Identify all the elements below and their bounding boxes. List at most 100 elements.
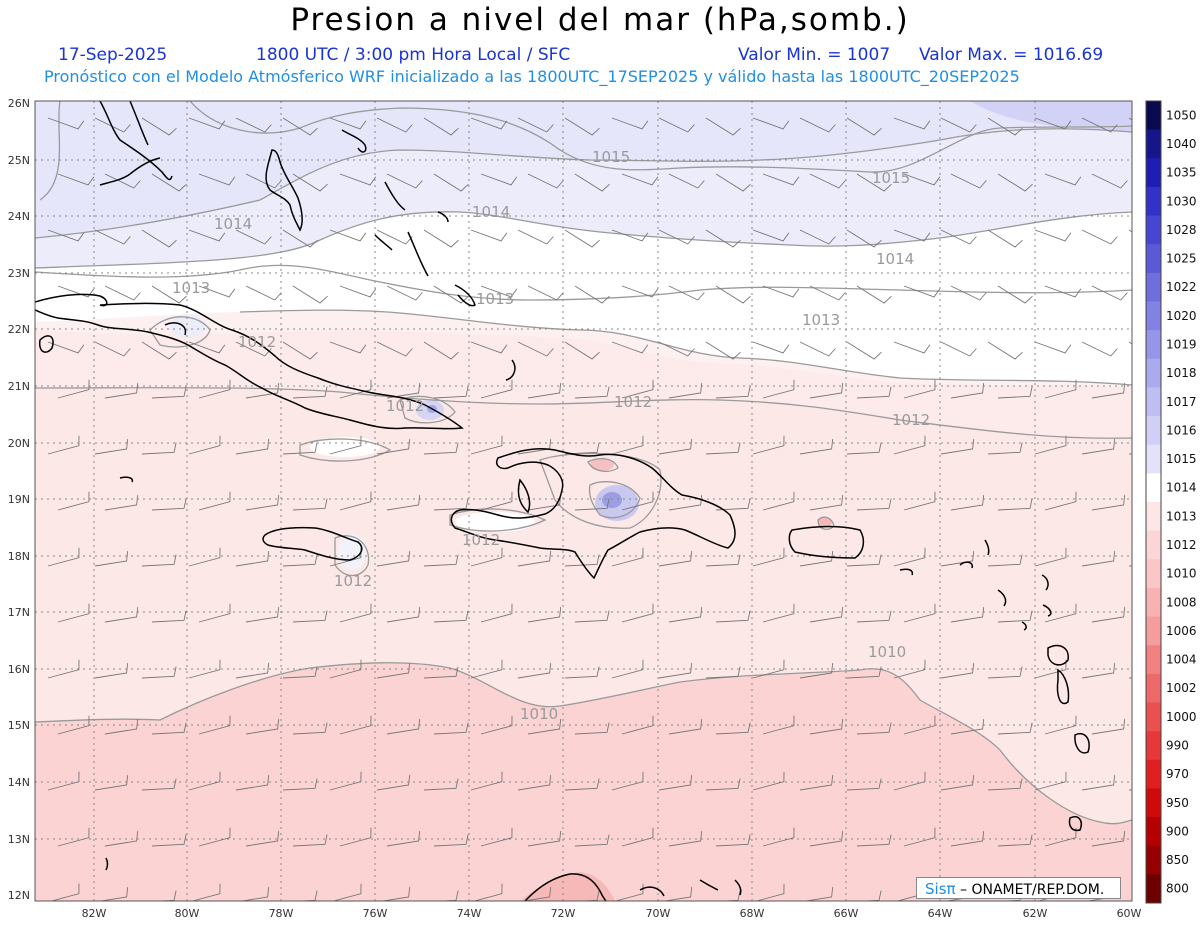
wind-barb [339, 379, 372, 399]
wind-barb [799, 229, 836, 245]
wind-barb [574, 498, 610, 511]
credit-box: Sisπ – ONAMET/REP.DOM. [916, 877, 1121, 899]
wind-barb [893, 547, 926, 567]
wind-barb [104, 173, 141, 189]
colorbar: 1050 1040 1035 1030 1028 1025 1022 1020 1019 1018… [1145, 100, 1197, 904]
wind-barb [245, 831, 280, 847]
wind-barb [903, 827, 936, 847]
lon-label: 60W [1117, 907, 1142, 920]
wind-barb [1044, 603, 1077, 623]
wind-barb [611, 229, 649, 242]
wind-barb [470, 659, 503, 679]
wind-barb [188, 771, 221, 791]
colorbar-label: 970 [1166, 767, 1189, 781]
wind-barb [987, 778, 1023, 791]
lon-label: 74W [457, 907, 482, 920]
wind-barb [564, 117, 600, 136]
wind-barb [809, 719, 844, 735]
wind-barb [1091, 173, 1128, 189]
wind-barb [94, 229, 131, 245]
colorbar-label: 1002 [1166, 681, 1197, 695]
wind-barb [809, 607, 844, 623]
wind-barb [188, 229, 226, 242]
wind-barb [940, 663, 975, 679]
wind-barb [1044, 285, 1082, 298]
wind-barb [380, 887, 411, 901]
wind-barb [715, 173, 751, 192]
wind-barb [1044, 491, 1077, 511]
wind-barb [940, 551, 975, 567]
lat-label: 16N [8, 663, 30, 676]
wind-barb [856, 834, 892, 847]
wind-barb [376, 663, 411, 679]
wind-barb [151, 834, 187, 847]
wind-barb [716, 890, 741, 901]
wind-barb [376, 341, 413, 357]
wind-barb [386, 173, 423, 189]
wind-barb [386, 285, 423, 301]
wind-barb [621, 603, 654, 623]
contour-label: 1014 [214, 215, 252, 233]
wind-barb [480, 491, 513, 511]
wind-barb [799, 439, 834, 455]
wind-barb [940, 439, 975, 455]
wind-barb [809, 285, 846, 301]
south-america-coast [524, 873, 607, 901]
lat-axis: 26N 25N 24N 23N 22N 21N 20N 19N 18N 17N … [8, 97, 30, 902]
colorbar-swatch [1146, 731, 1161, 761]
wind-barb [1034, 771, 1067, 791]
wind-barb [141, 554, 177, 567]
wind-barb [47, 547, 80, 567]
lat-label: 17N [8, 606, 30, 619]
wind-barb [893, 771, 926, 791]
colorbar-label: 800 [1166, 882, 1189, 896]
wind-barb [239, 887, 270, 901]
florida-coast [99, 101, 173, 181]
wind-barb [803, 887, 834, 901]
wind-barb [151, 386, 187, 399]
wind-barb [987, 229, 1023, 248]
wind-barb [705, 554, 741, 567]
wind-barb [754, 883, 785, 901]
wind-barb [903, 285, 941, 298]
colorbar-label: 1019 [1166, 337, 1197, 351]
coastlines [35, 101, 1090, 901]
wind-barb [423, 778, 459, 791]
colorbar-swatch [1146, 101, 1161, 131]
lat-lon-grid [35, 101, 1132, 901]
wind-barb [987, 666, 1023, 679]
wind-barb [1081, 439, 1116, 455]
wind-barb [1081, 775, 1116, 791]
isobars [35, 101, 1132, 825]
wind-barb [611, 341, 649, 354]
lat-label: 24N [8, 210, 30, 223]
wind-barb [621, 173, 659, 186]
wind-barb [903, 715, 936, 735]
wind-barb [846, 778, 882, 791]
wind-barb [658, 551, 693, 567]
jamaica-coast [262, 526, 363, 561]
contour-label: 1015 [592, 148, 630, 166]
wind-barb [705, 229, 741, 248]
wind-barb [752, 435, 785, 455]
lon-label: 76W [363, 907, 388, 920]
wind-barb [940, 117, 977, 133]
wind-barb [575, 890, 600, 901]
wind-barb [198, 715, 231, 735]
wind-barb [292, 386, 328, 399]
colorbar-label: 900 [1166, 824, 1189, 838]
wind-barb [141, 117, 177, 136]
colorbar-label: 1018 [1166, 366, 1197, 380]
wind-barb [658, 229, 695, 245]
wind-barb [339, 715, 372, 735]
contour-label: 1013 [172, 279, 210, 297]
wind-barb [282, 117, 318, 136]
wind-barb [521, 887, 552, 901]
lon-axis: 82W 80W 78W 76W 74W 72W 70W 68W 66W 64W … [82, 907, 1142, 920]
wind-barb [799, 663, 834, 679]
contour-label: 1013 [802, 311, 840, 329]
colorbar-swatch [1146, 186, 1161, 217]
wind-barb [339, 827, 372, 847]
lon-label: 70W [646, 907, 671, 920]
